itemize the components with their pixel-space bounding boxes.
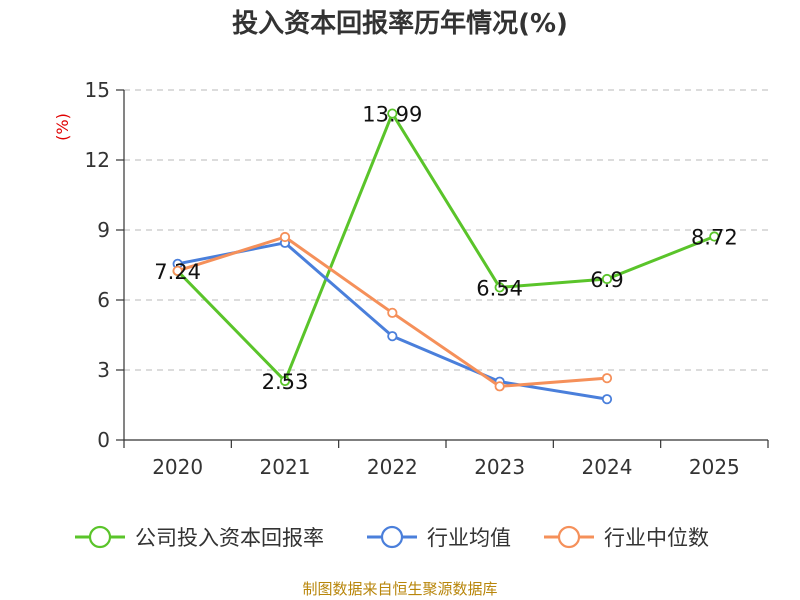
data-label: 6.54 [476,276,523,300]
legend-marker [88,525,112,549]
x-tick-label: 2021 [260,455,311,479]
data-label: 8.72 [691,226,738,250]
axes: 0 3 6 9 12 15 2020 2021 2022 2023 2024 2025 [85,78,769,479]
data-point [494,282,505,293]
data-point [601,394,613,405]
legend-label: 行业均值 [427,526,511,550]
y-tick-label: 6 [97,288,110,312]
legend-marker [557,525,581,549]
y-tick-label: 0 [97,428,110,452]
series-line [177,241,608,401]
data-point [387,307,398,318]
y-tick-label: 3 [97,358,110,382]
data-label: 2.53 [262,370,309,394]
y-tick-label: 9 [97,218,110,242]
data-point [172,265,183,276]
chart-title: 投入资本回报率历年情况(%) [232,8,568,39]
y-axis-unit-label: (%) [53,113,72,141]
legend-label: 行业中位数 [604,526,709,550]
x-tick-label: 2022 [367,455,418,479]
data-point [387,331,398,342]
legend-item: 行业中位数 [544,525,709,550]
legend-item: 行业均值 [367,525,511,550]
data-point [601,373,613,384]
data-point [279,231,291,243]
series-line [176,112,715,383]
legend-label: 公司投入资本回报率 [135,526,324,550]
legend-item: 公司投入资本回报率 [75,525,324,550]
data-source-note: 制图数据来自恒生聚源数据库 [302,580,497,598]
data-label: 13.99 [362,103,422,127]
legend: 公司投入资本回报率 行业均值 行业中位数 [75,525,709,550]
data-point [601,273,613,285]
x-tick-label: 2024 [582,455,633,479]
y-tick-label: 12 [85,148,110,172]
legend-marker [380,525,404,549]
x-tick-label: 2025 [689,455,740,479]
y-tick-label: 15 [85,78,110,102]
data-point [709,231,720,242]
x-tick-label: 2023 [474,455,525,479]
data-label: 6.9 [590,268,623,292]
data-labels: 7.24 2.53 13.99 6.54 6.9 8.72 [154,103,737,394]
series-lines [172,108,720,405]
data-point [387,108,398,119]
grid-lines [124,89,768,371]
x-tick-label: 2020 [152,455,203,479]
data-label: 7.24 [154,260,201,284]
data-point [279,375,291,387]
data-point [494,381,505,392]
